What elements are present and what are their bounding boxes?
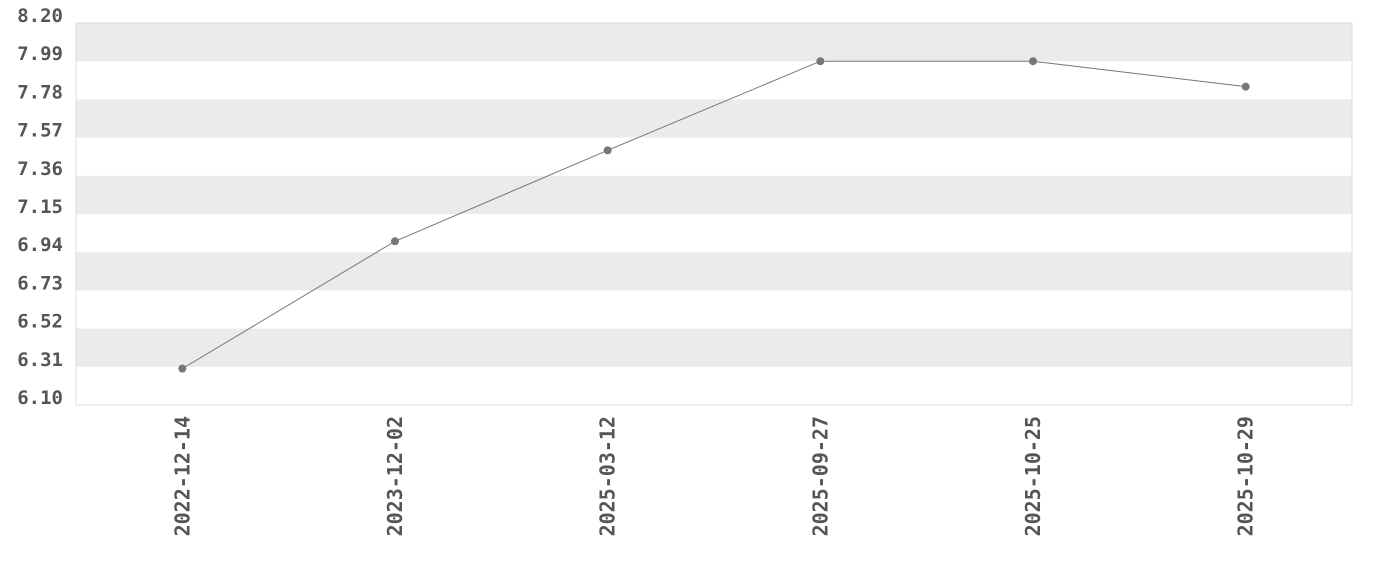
x-tick-label: 2025-03-12 xyxy=(596,416,620,536)
data-point xyxy=(178,364,187,373)
data-point xyxy=(816,57,825,66)
grid-bands xyxy=(76,23,1352,367)
y-tick-label: 6.31 xyxy=(17,349,63,371)
y-tick-label: 7.78 xyxy=(17,81,63,103)
y-tick-label: 6.94 xyxy=(17,234,63,256)
data-point xyxy=(391,237,399,246)
y-tick-label: 6.52 xyxy=(17,311,63,333)
data-point xyxy=(1241,82,1250,91)
grid-band xyxy=(76,99,1352,138)
y-tick-label: 7.57 xyxy=(17,120,63,142)
data-point xyxy=(603,146,612,155)
plot-border xyxy=(75,22,1353,406)
x-tick-label: 2025-10-29 xyxy=(1234,416,1258,536)
x-tick-label: 2023-12-02 xyxy=(383,416,407,536)
y-axis: 8.20 7.99 7.78 7.57 7.36 7.15 6.94 6.73 6.52 6.31… xyxy=(17,5,63,409)
y-tick-label: 7.36 xyxy=(17,158,63,180)
y-tick-label: 8.20 xyxy=(17,5,63,27)
y-tick-label: 7.99 xyxy=(17,43,63,65)
x-tick-label: 2025-09-27 xyxy=(808,416,832,536)
y-tick-label: 6.73 xyxy=(17,272,63,294)
series-line xyxy=(182,60,1246,370)
y-tick-label: 6.10 xyxy=(17,387,63,409)
grid-band xyxy=(76,23,1352,62)
y-tick-label: 7.15 xyxy=(17,196,63,218)
x-tick-label: 2022-12-14 xyxy=(170,416,194,536)
grid-band xyxy=(76,175,1352,214)
series xyxy=(178,57,1250,373)
x-axis: 2022-12-14 2023-12-02 2025-03-12 2025-09-27… xyxy=(170,416,1257,536)
grid-band xyxy=(76,328,1352,367)
data-point xyxy=(1029,57,1037,66)
grid-band xyxy=(76,252,1352,291)
x-tick-label: 2025-10-25 xyxy=(1021,416,1045,536)
